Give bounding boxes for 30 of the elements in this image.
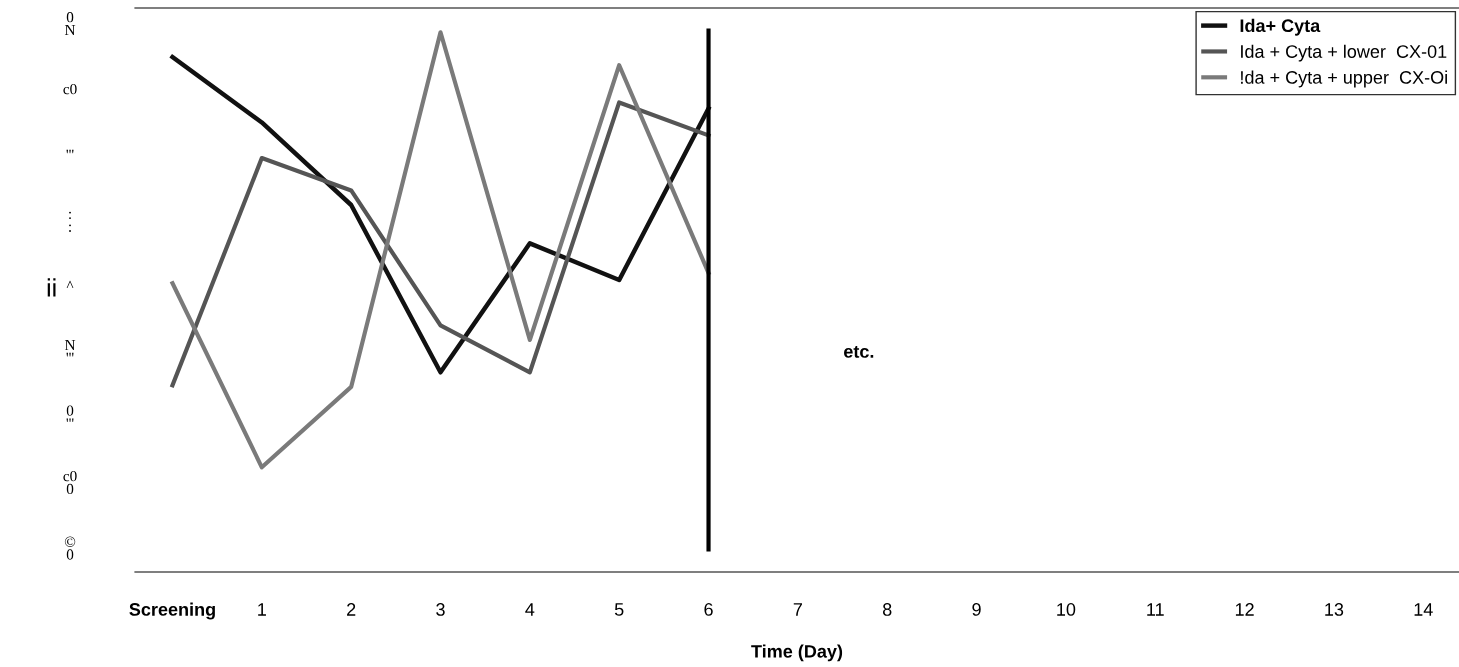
x-tick-label: 13 <box>1325 603 1344 616</box>
x-tick-label: 1 <box>258 603 266 616</box>
x-tick-label: 7 <box>793 603 802 616</box>
annotation: etc. <box>844 345 874 358</box>
text: c0 0 <box>63 471 77 495</box>
x-tick-label: 4 <box>525 603 535 616</box>
x-tick-label: 8 <box>882 603 892 616</box>
x-tick-label: 2 <box>347 603 356 616</box>
text: ''' <box>66 149 74 154</box>
text: 0 N <box>64 12 76 35</box>
x-tick-label: 10 <box>1057 603 1076 616</box>
text: c0 <box>63 84 77 95</box>
legend-label: Ida + Cyta + lower CX-01 <box>1241 44 1447 62</box>
text: N ''' <box>64 340 76 357</box>
text: ^ <box>66 280 74 288</box>
text: © 0 <box>64 536 76 560</box>
text: 0 ''' <box>66 405 74 422</box>
x-tick-label: 14 <box>1414 603 1433 616</box>
x-tick-label: 12 <box>1235 603 1254 616</box>
legend-label: !da + Cyta + upper CX-Oi <box>1241 70 1447 88</box>
x-tick-label: 9 <box>972 603 981 616</box>
x-tick-label: Screening <box>129 602 215 620</box>
legend-label: Ida+ Cyta <box>1240 18 1321 36</box>
text: : : <box>69 211 71 232</box>
x-tick-label: 3 <box>436 603 445 616</box>
y-axis-title: ii <box>47 278 56 297</box>
x-tick-label: 5 <box>614 603 624 616</box>
x-tick-label: 11 <box>1147 603 1164 616</box>
x-axis-title: Time (Day) <box>751 644 843 662</box>
x-tick-label: 6 <box>704 603 713 616</box>
